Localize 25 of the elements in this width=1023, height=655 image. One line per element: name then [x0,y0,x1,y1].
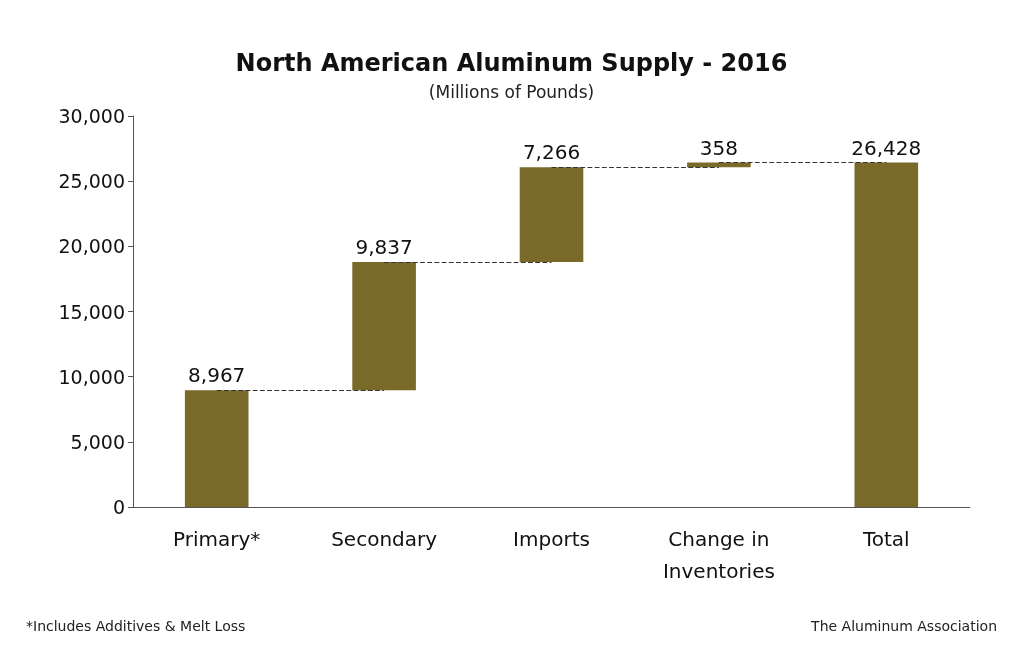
y-tick-label: 0 [112,496,125,518]
x-tick-label: Change in Inventories [662,527,775,583]
y-tick-label: 5,000 [70,430,125,453]
data-label: 7,266 [522,140,581,165]
text: The Aluminum Association [810,618,997,634]
y-tick-label: 20,000 [58,235,125,258]
y-tick-label: 10,000 [58,365,125,388]
data-label: 358 [699,135,738,160]
bar [184,390,249,507]
x-tick-label: Total [861,527,910,551]
y-tick-label: 30,000 [58,105,125,127]
y-tick-label: 15,000 [58,300,125,323]
x-tick-label: Secondary [331,527,438,551]
y-tick-label: 25,000 [58,170,125,193]
text: *Includes Additives & Melt Loss [26,618,246,634]
bar [519,167,584,262]
x-tick-label: Primary* [173,527,261,551]
bar [352,261,416,391]
data-label: 26,428 [851,135,922,160]
x-tick-label: Imports [513,527,590,551]
bar [854,162,919,507]
chart-subtitle: (Millions of Pounds) [428,81,595,102]
data-label: 8,967 [188,363,246,388]
data-label: 9,837 [355,234,413,259]
chart-title: North American Aluminum Supply - 2016 [235,49,788,77]
